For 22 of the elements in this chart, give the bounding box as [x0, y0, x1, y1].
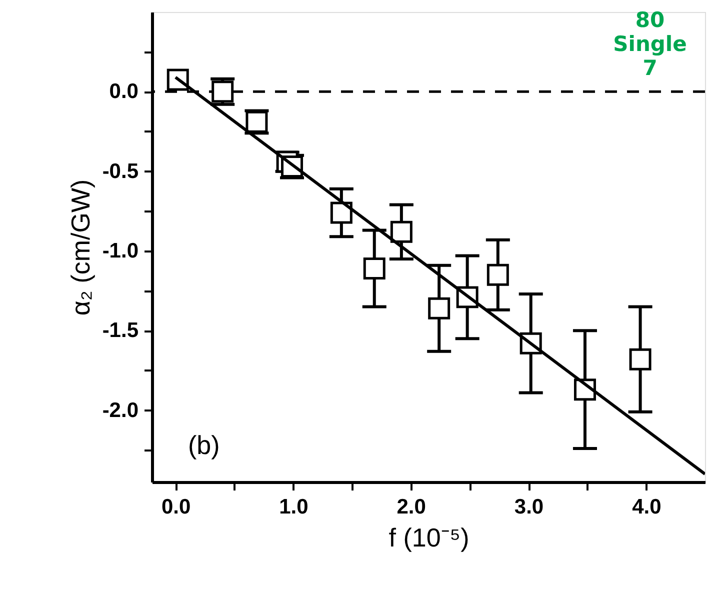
point [629, 348, 652, 370]
y-tick-label: -1.5 [102, 319, 139, 342]
point [486, 264, 509, 286]
y-tick-label: -1.0 [102, 239, 138, 262]
annotation: Single [613, 32, 687, 56]
point [363, 258, 386, 280]
x-tick-label: 4.0 [632, 496, 662, 518]
annotation: (b) [188, 430, 220, 460]
x-tick-label: 2.0 [396, 496, 426, 518]
x-tick-label: 1.0 [279, 496, 308, 518]
y-axis-title: α₂ (cm/GW) [65, 179, 96, 316]
y-tick-label: -2.0 [102, 398, 138, 422]
point [330, 202, 352, 224]
y-tick-label: -0.5 [102, 160, 139, 183]
x-axis-title: f (10⁻⁵) [388, 522, 470, 552]
x-tick-label: 3.0 [514, 496, 544, 518]
x-tick-label: 0.0 [161, 496, 191, 518]
y-tick-label: 0.0 [109, 80, 138, 104]
point [390, 220, 412, 243]
annotation: 7 [642, 56, 658, 80]
annotation: 80 [635, 8, 665, 32]
point [428, 297, 450, 320]
